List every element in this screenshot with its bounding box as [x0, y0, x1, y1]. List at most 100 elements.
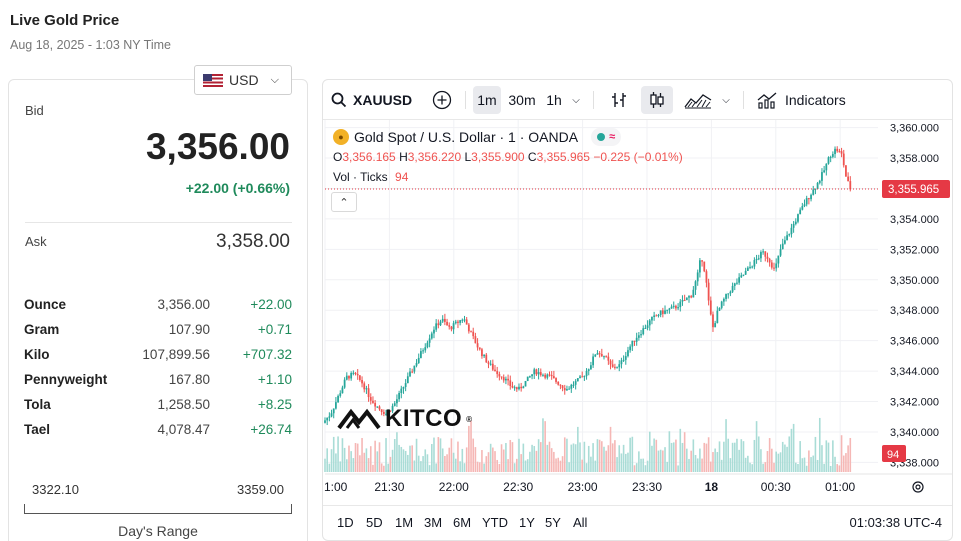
wave-icon: ≈	[609, 131, 616, 143]
volume-bar	[681, 442, 684, 472]
candle-body	[849, 181, 852, 190]
page-title: Live Gold Price	[10, 12, 120, 29]
candle-body	[770, 262, 773, 268]
candle-body	[790, 227, 793, 235]
indicators-button[interactable]: Indicators	[757, 86, 846, 114]
volume-bar	[709, 461, 712, 472]
range-1y-button[interactable]: 1Y	[519, 515, 535, 530]
market-status-pill[interactable]: ≈	[591, 128, 622, 146]
candle-body	[398, 392, 401, 400]
volume-bar	[662, 450, 664, 472]
settings-icon-hub	[915, 484, 921, 490]
close-value: 3,355.965	[536, 150, 590, 164]
chart-type-dropdown[interactable]: ⌵	[719, 86, 733, 114]
chart-clock: 01:03:38 UTC-4	[849, 515, 943, 530]
volume-bar	[389, 456, 392, 472]
candle-body	[653, 315, 656, 317]
y-tick-label: 3,358.000	[890, 153, 939, 165]
candle-body	[781, 243, 784, 250]
range-5d-button[interactable]: 5D	[366, 515, 383, 530]
volume-bar	[483, 463, 485, 472]
volume-bar	[633, 465, 636, 472]
interval-30m-button[interactable]: 30m	[505, 86, 539, 114]
range-bar	[24, 504, 292, 514]
volume-bar	[481, 450, 483, 472]
candle-body	[428, 338, 431, 343]
y-tick-label: 3,350.000	[890, 275, 939, 287]
volume-bar	[378, 442, 381, 472]
chart-type-button[interactable]	[681, 86, 715, 114]
candle-body	[380, 409, 383, 412]
volume-bar	[341, 438, 344, 472]
volume-bar	[537, 439, 540, 472]
volume-bar	[444, 455, 446, 472]
price-chart[interactable]: 3,360.0003,358.0003,356.0003,354.0003,35…	[323, 120, 953, 506]
volume-bar	[487, 452, 490, 472]
volume-bar	[476, 461, 479, 472]
candle-body	[411, 371, 414, 373]
currency-select[interactable]: USD ⌵	[194, 65, 292, 95]
unit-row: Tael 4,078.47 +26.74	[24, 422, 292, 442]
candle-body	[348, 375, 350, 379]
unit-name: Pennyweight	[24, 372, 108, 387]
price-axis: 3,360.0003,358.0003,356.0003,354.0003,35…	[890, 123, 939, 470]
interval-1m-button[interactable]: 1m	[473, 86, 501, 114]
candle-body	[818, 180, 821, 183]
volume-bar	[553, 451, 555, 472]
candle-body	[834, 148, 836, 155]
volume-bar	[683, 432, 686, 472]
candle-body	[777, 255, 780, 264]
collapse-legend-button[interactable]: ⌃	[331, 192, 357, 212]
volume-bar	[359, 455, 361, 472]
volume-bar	[672, 442, 675, 472]
symbol-search-button[interactable]: XAUUSD	[331, 86, 412, 114]
range-1d-button[interactable]: 1D	[337, 515, 354, 530]
volume-bar	[470, 420, 472, 472]
candle-body	[685, 297, 688, 301]
range-ytd-button[interactable]: YTD	[482, 515, 508, 530]
candle-body	[613, 366, 616, 368]
candle-body	[729, 291, 732, 294]
volume-bar	[511, 442, 514, 472]
volume-bar	[699, 448, 701, 472]
volume-bar	[396, 432, 398, 472]
compare-button[interactable]	[429, 86, 455, 114]
candle-body	[518, 386, 520, 390]
candle-body	[799, 209, 802, 215]
candle-body	[544, 374, 547, 378]
low-value: 3,355.900	[471, 150, 525, 164]
volume-bar	[544, 421, 546, 472]
volume-bar	[348, 445, 350, 472]
candle-body	[457, 321, 459, 323]
kitco-logo-icon	[337, 408, 381, 430]
high-value: 3,356.220	[407, 150, 462, 164]
volume-bar	[762, 463, 764, 472]
candle-style-button[interactable]	[641, 86, 673, 114]
range-5y-button[interactable]: 5Y	[545, 515, 561, 530]
range-3m-button[interactable]: 3M	[424, 515, 443, 530]
candle-body	[563, 388, 566, 391]
range-all-button[interactable]: All	[573, 515, 588, 530]
volume-bar	[799, 441, 801, 472]
candle-body	[548, 374, 551, 376]
range-1m-button[interactable]: 1M	[395, 515, 414, 530]
volume-bar	[332, 436, 335, 472]
candle-body	[797, 214, 799, 222]
x-tick-label: 22:30	[503, 480, 533, 494]
candle-body	[605, 356, 608, 358]
candle-body	[559, 384, 562, 386]
candle-body	[694, 281, 697, 290]
bar-style-button[interactable]	[607, 86, 631, 114]
range-6m-button[interactable]: 6M	[453, 515, 472, 530]
interval-1h-button[interactable]: 1h	[543, 86, 565, 114]
volume-bar	[821, 445, 823, 472]
y-tick-label: 3,342.000	[890, 397, 939, 409]
candle-body	[727, 293, 730, 295]
candle-body	[648, 320, 651, 326]
interval-dropdown[interactable]: ⌵	[569, 86, 583, 114]
candle-body	[443, 318, 446, 322]
candle-body	[367, 388, 370, 398]
volume-bar	[539, 442, 542, 472]
volume-bar	[489, 443, 492, 472]
volume-bar	[500, 444, 503, 472]
